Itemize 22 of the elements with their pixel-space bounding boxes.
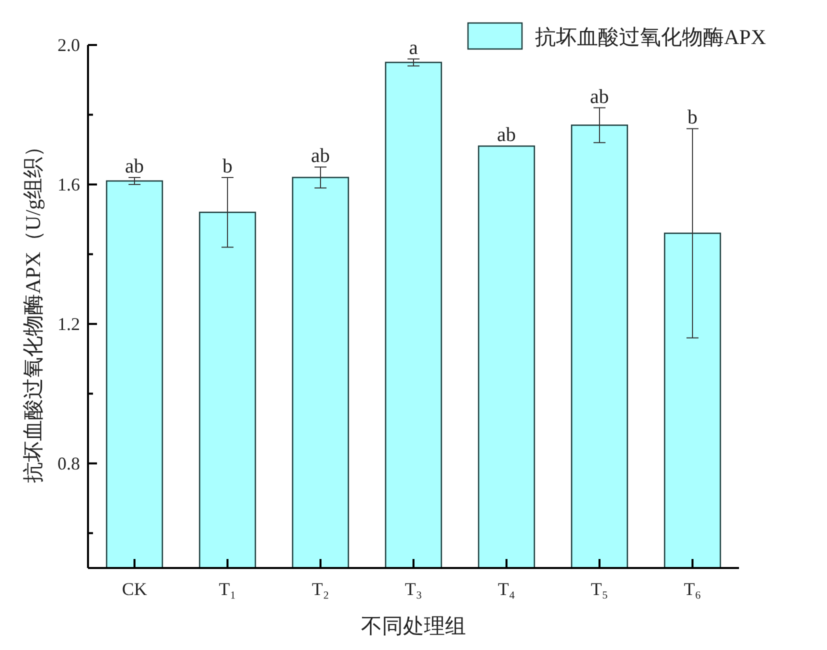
x-tick-label: T₂ xyxy=(312,579,330,599)
y-tick-label: 1.6 xyxy=(58,174,80,194)
y-tick-label: 2.0 xyxy=(58,35,80,55)
y-tick-label: 1.2 xyxy=(58,314,80,334)
x-tick-label: T₃ xyxy=(404,579,422,599)
y-tick-label: 0.8 xyxy=(58,453,80,474)
x-tick-label: CK xyxy=(122,579,148,599)
annotation: b xyxy=(688,106,698,129)
x-tick-label: T₁ xyxy=(218,579,236,599)
x-tick-label: T₅ xyxy=(590,579,608,599)
annotation: a xyxy=(409,36,418,59)
annotation: ab xyxy=(125,155,144,178)
x-tick-label: T₄ xyxy=(498,579,516,599)
y-axis-title: 抗坏血酸过氧化物酶APX（U/g组织） xyxy=(21,136,45,483)
annotation: ab xyxy=(590,86,609,108)
legend-label: 抗坏血酸过氧化物酶APX xyxy=(535,25,766,49)
annotation: b xyxy=(222,155,232,178)
x-axis-title: 不同处理组 xyxy=(361,614,466,638)
legend: 抗坏血酸过氧化物酶APX xyxy=(467,22,766,50)
x-tick-label: T₆ xyxy=(684,579,702,599)
annotation: ab xyxy=(497,124,516,146)
annotation: ab xyxy=(311,145,330,168)
